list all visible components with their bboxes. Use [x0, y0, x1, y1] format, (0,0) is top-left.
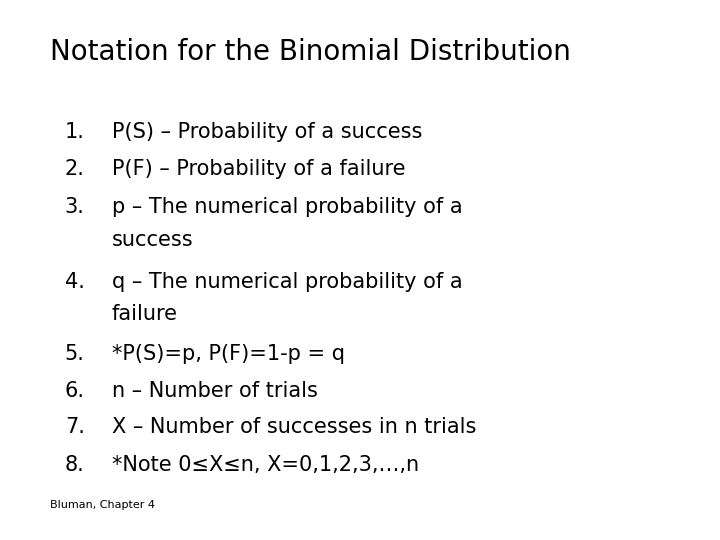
- Text: *Note 0≤X≤n, X=0,1,2,3,…,n: *Note 0≤X≤n, X=0,1,2,3,…,n: [112, 455, 419, 475]
- Text: Bluman, Chapter 4: Bluman, Chapter 4: [50, 500, 156, 510]
- Text: 2.: 2.: [65, 159, 85, 179]
- Text: X – Number of successes in n trials: X – Number of successes in n trials: [112, 417, 476, 437]
- Text: q – The numerical probability of a: q – The numerical probability of a: [112, 272, 462, 292]
- Text: 1.: 1.: [65, 122, 85, 141]
- Text: P(F) – Probability of a failure: P(F) – Probability of a failure: [112, 159, 405, 179]
- Text: n – Number of trials: n – Number of trials: [112, 381, 318, 401]
- Text: p – The numerical probability of a: p – The numerical probability of a: [112, 197, 462, 217]
- Text: P(S) – Probability of a success: P(S) – Probability of a success: [112, 122, 422, 141]
- Text: 3.: 3.: [65, 197, 85, 217]
- Text: 4.: 4.: [65, 272, 85, 292]
- Text: failure: failure: [112, 304, 178, 324]
- Text: 8.: 8.: [65, 455, 84, 475]
- Text: 5.: 5.: [65, 344, 85, 364]
- Text: 6.: 6.: [65, 381, 85, 401]
- Text: success: success: [112, 230, 193, 249]
- Text: 7.: 7.: [65, 417, 85, 437]
- Text: Notation for the Binomial Distribution: Notation for the Binomial Distribution: [50, 38, 571, 66]
- Text: *P(S)=p, P(F)=1-p = q: *P(S)=p, P(F)=1-p = q: [112, 344, 345, 364]
